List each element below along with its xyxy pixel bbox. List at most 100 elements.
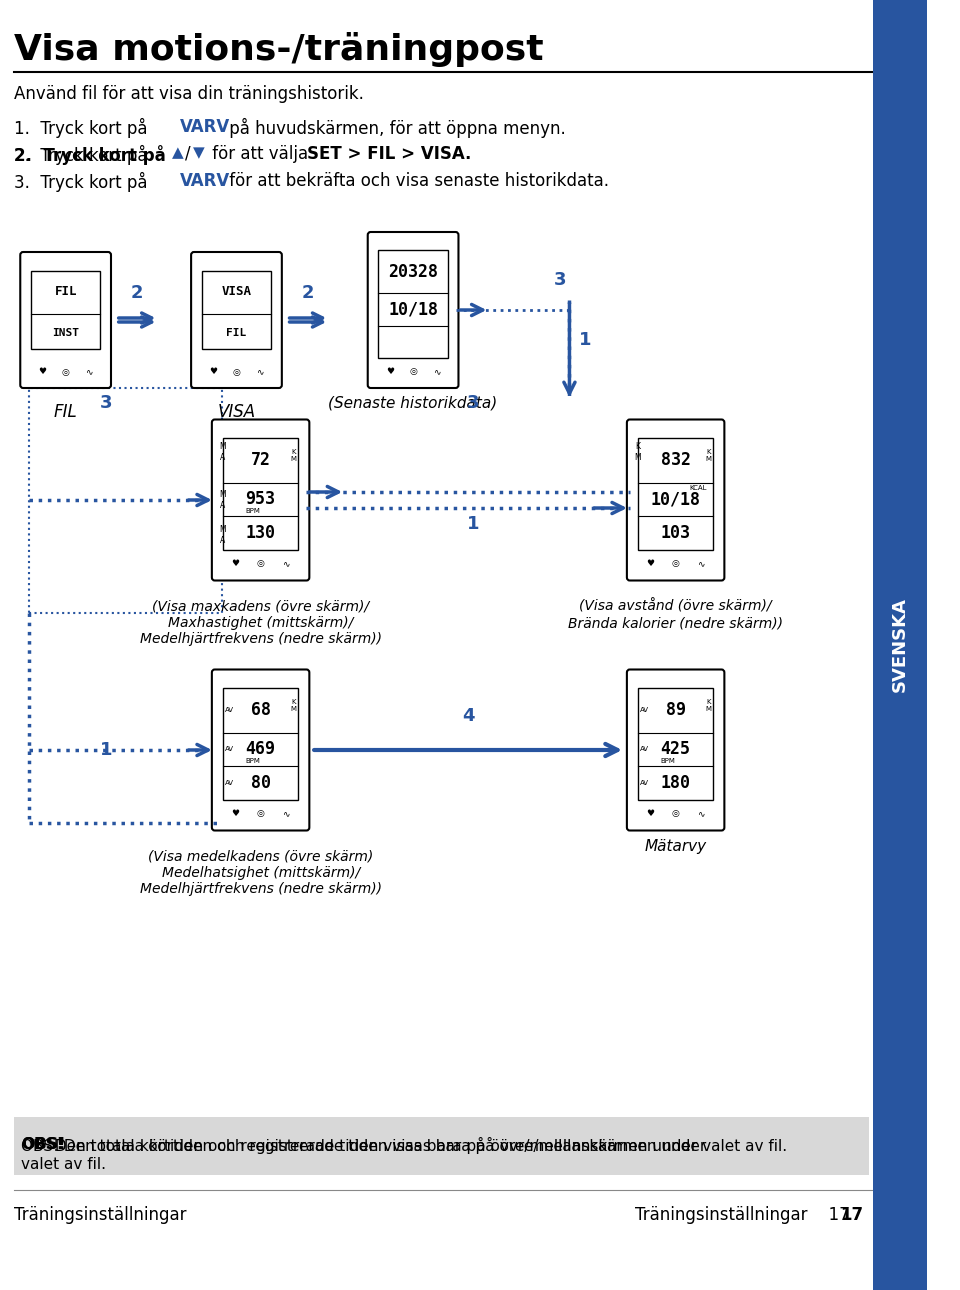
Text: ∿: ∿: [697, 809, 705, 818]
Text: BPM: BPM: [246, 759, 260, 764]
Text: 2.  Tryck kort på: 2. Tryck kort på: [14, 144, 172, 165]
Text: KCAL: KCAL: [689, 485, 707, 491]
FancyBboxPatch shape: [378, 250, 448, 359]
Text: 3: 3: [467, 395, 479, 413]
Text: 2: 2: [301, 284, 314, 302]
Text: 180: 180: [660, 774, 690, 792]
Text: ∿: ∿: [256, 368, 263, 377]
FancyBboxPatch shape: [638, 688, 713, 800]
Text: (Senaste historikdata): (Senaste historikdata): [328, 395, 497, 410]
FancyBboxPatch shape: [223, 439, 299, 550]
Text: K
M: K M: [290, 699, 297, 712]
Text: ∿: ∿: [85, 368, 92, 377]
Text: M
A: M A: [219, 490, 226, 510]
Text: AV: AV: [225, 707, 234, 713]
Text: FIL: FIL: [55, 285, 77, 298]
Text: FIL: FIL: [54, 402, 78, 421]
Text: valet av fil.: valet av fil.: [21, 1157, 107, 1173]
FancyBboxPatch shape: [368, 232, 459, 388]
FancyBboxPatch shape: [627, 670, 725, 831]
Text: 953: 953: [246, 490, 276, 508]
Text: Träningsinställningar: Träningsinställningar: [14, 1206, 187, 1224]
Text: ▲: ▲: [172, 144, 183, 160]
Text: K
M: K M: [635, 442, 641, 462]
Text: K
M: K M: [706, 449, 711, 462]
Text: på huvudskärmen, för att öppna menyn.: på huvudskärmen, för att öppna menyn.: [224, 117, 565, 138]
Text: M
A: M A: [219, 442, 226, 462]
Text: 1: 1: [467, 515, 479, 533]
Text: för att bekräfta och visa senaste historikdata.: för att bekräfta och visa senaste histor…: [224, 172, 609, 190]
Text: 72: 72: [251, 451, 271, 470]
Text: OBS! Den totala körtiden och registrerade tiden visas bara på övre/mellanskärmen: OBS! Den totala körtiden och registrerad…: [21, 1136, 707, 1155]
Text: ∿: ∿: [697, 559, 705, 568]
Text: ◎: ◎: [232, 368, 240, 377]
Text: ♥: ♥: [209, 368, 217, 377]
FancyBboxPatch shape: [212, 419, 309, 580]
Text: 2.  Tryck kort på: 2. Tryck kort på: [14, 144, 154, 165]
Text: ◎: ◎: [672, 559, 680, 568]
Text: 10/18: 10/18: [651, 490, 701, 508]
Text: K
M: K M: [290, 449, 297, 462]
Text: ▼: ▼: [193, 144, 204, 160]
Text: SVENSKA: SVENSKA: [891, 597, 908, 693]
Text: 130: 130: [246, 524, 276, 542]
Text: 469: 469: [246, 740, 276, 759]
Text: VISA: VISA: [217, 402, 255, 421]
Text: SET > FIL > VISA.: SET > FIL > VISA.: [307, 144, 471, 163]
Text: 3: 3: [100, 395, 112, 413]
Bar: [874, 0, 926, 1290]
Text: ◎: ◎: [409, 366, 417, 375]
Text: 3: 3: [554, 271, 566, 289]
Text: Mätarvy: Mätarvy: [644, 840, 707, 854]
Text: 425: 425: [660, 740, 690, 759]
FancyBboxPatch shape: [223, 688, 299, 800]
Text: ∿: ∿: [282, 559, 289, 568]
Text: VARV: VARV: [180, 117, 229, 135]
Text: Visa motions-/träningpost: Visa motions-/träningpost: [14, 32, 544, 67]
Text: FIL: FIL: [227, 328, 247, 338]
Text: 2: 2: [131, 284, 143, 302]
Text: ♥: ♥: [646, 559, 655, 568]
Text: ◎: ◎: [672, 809, 680, 818]
Text: 20328: 20328: [388, 263, 438, 281]
Text: AV: AV: [640, 747, 649, 752]
FancyBboxPatch shape: [202, 271, 272, 348]
Text: INST: INST: [52, 328, 79, 338]
Text: (Visa avstånd (övre skärm)/
Brända kalorier (nedre skärm)): (Visa avstånd (övre skärm)/ Brända kalor…: [568, 600, 783, 630]
FancyBboxPatch shape: [212, 670, 309, 831]
Text: 80: 80: [251, 774, 271, 792]
Text: 103: 103: [660, 524, 690, 542]
Text: AV: AV: [640, 780, 649, 786]
Text: ◎: ◎: [61, 368, 69, 377]
Text: 1: 1: [579, 332, 591, 350]
Text: Den totala körtiden och registrerade tiden visas bara på övre/mellanskärmen unde: Den totala körtiden och registrerade tid…: [50, 1136, 787, 1155]
Text: 832: 832: [660, 451, 690, 470]
Text: BPM: BPM: [660, 759, 676, 764]
Text: (Visa medelkadens (övre skärm)
Medelhatsighet (mittskärm)/
Medelhjärtfrekvens (n: (Visa medelkadens (övre skärm) Medelhats…: [139, 850, 381, 895]
Bar: [29, 387, 222, 613]
Text: 3.  Tryck kort på: 3. Tryck kort på: [14, 172, 154, 192]
FancyBboxPatch shape: [638, 439, 713, 550]
Text: AV: AV: [640, 707, 649, 713]
Text: BPM: BPM: [246, 508, 260, 513]
Text: ♥: ♥: [386, 366, 394, 375]
Text: 89: 89: [665, 702, 685, 720]
Text: 4: 4: [462, 707, 474, 725]
Text: ♥: ♥: [231, 559, 240, 568]
Text: AV: AV: [225, 780, 234, 786]
Text: ♥: ♥: [646, 809, 655, 818]
Text: M
A: M A: [219, 525, 226, 544]
Text: ∿: ∿: [433, 366, 440, 375]
Text: Träningsinställningar    17: Träningsinställningar 17: [635, 1206, 850, 1224]
Text: 10/18: 10/18: [388, 301, 438, 319]
Text: ◎: ◎: [256, 559, 265, 568]
Text: 68: 68: [251, 702, 271, 720]
FancyBboxPatch shape: [627, 419, 725, 580]
Text: 1: 1: [100, 740, 112, 759]
Text: för att välja: för att välja: [206, 144, 313, 163]
Text: ♥: ♥: [231, 809, 240, 818]
Text: Använd fil för att visa din träningshistorik.: Använd fil för att visa din träningshist…: [14, 85, 365, 103]
Text: AV: AV: [225, 747, 234, 752]
Text: ∿: ∿: [282, 809, 289, 818]
Text: VARV: VARV: [180, 172, 229, 190]
